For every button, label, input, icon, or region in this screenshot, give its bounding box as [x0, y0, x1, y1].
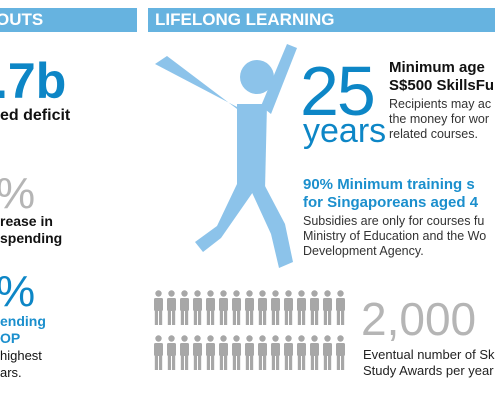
person-icon [336, 335, 345, 370]
person-icon [323, 290, 332, 325]
person-icon [167, 290, 176, 325]
training-text-2: Ministry of Education and the Wo [303, 229, 487, 243]
person-icon [284, 290, 293, 325]
section-header-lifelong-learning: LIFELONG LEARNING [148, 8, 495, 32]
training-text-3: Development Agency. [303, 244, 424, 258]
person-icon [206, 290, 215, 325]
person-icon [232, 335, 241, 370]
person-icon [310, 335, 319, 370]
person-icon [154, 335, 163, 370]
stat3-text-2: ars. [0, 365, 22, 380]
person-icon [245, 290, 254, 325]
awards-text-1: Eventual number of Sk [363, 347, 495, 362]
person-icon [297, 335, 306, 370]
person-icon [180, 335, 189, 370]
stat3-value: % [0, 270, 35, 314]
age-number: 25 [300, 52, 376, 130]
person-icon [219, 335, 228, 370]
person-icon [258, 335, 267, 370]
person-icon [232, 290, 241, 325]
stat2-value: % [0, 172, 35, 216]
deficit-label: ed deficit [0, 107, 71, 124]
stat3-label-1: ending [0, 313, 46, 329]
person-icon [193, 290, 202, 325]
age-unit: years [303, 112, 387, 150]
person-icon [258, 290, 267, 325]
person-icon [180, 290, 189, 325]
people-row-bottom [153, 335, 346, 371]
age-heading-1: Minimum age [389, 59, 485, 76]
person-icon [193, 335, 202, 370]
person-icon [154, 290, 163, 325]
section-header-left: OUTS [0, 8, 137, 32]
person-icon [323, 335, 332, 370]
age-text-3: related courses. [389, 127, 478, 141]
awards-number: 2,000 [361, 293, 477, 345]
stat2-label-2: spending [0, 230, 63, 246]
awards-text-2: Study Awards per year [363, 363, 494, 378]
person-icon [167, 335, 176, 370]
age-text-1: Recipients may ac [389, 97, 492, 111]
section-header-title: LIFELONG LEARNING [155, 10, 335, 29]
age-heading-2: S$500 SkillsFu [389, 77, 495, 94]
people-row-top [153, 290, 346, 326]
stat3-label-2: OP [0, 330, 21, 346]
person-icon [284, 335, 293, 370]
jumping-person-icon [155, 44, 297, 268]
training-text-1: Subsidies are only for courses fu [303, 214, 485, 228]
person-icon [245, 335, 254, 370]
person-icon [310, 290, 319, 325]
person-icon [206, 335, 215, 370]
training-heading-2: for Singaporeans aged 4 [303, 194, 479, 211]
training-heading-1: 90% Minimum training s [303, 176, 475, 193]
section-header-left-title: OUTS [0, 10, 44, 29]
person-icon [297, 290, 306, 325]
deficit-value: .7b [0, 53, 67, 109]
person-icon [219, 290, 228, 325]
stat3-text-1: highest [0, 348, 42, 363]
person-icon [336, 290, 345, 325]
person-icon [271, 290, 280, 325]
person-icon [271, 335, 280, 370]
stat2-label-1: rease in [0, 213, 53, 229]
age-text-2: the money for wor [389, 112, 490, 126]
